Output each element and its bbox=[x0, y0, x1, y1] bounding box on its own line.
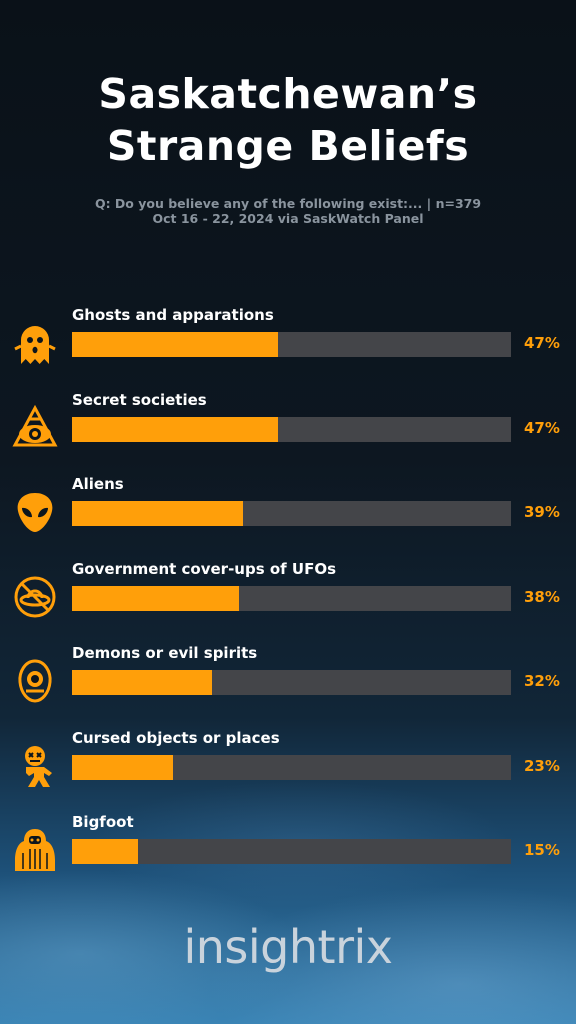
bar-track bbox=[72, 585, 511, 611]
alien-icon bbox=[12, 489, 58, 535]
bar-row: Government cover-ups of UFOs 38% bbox=[0, 560, 576, 634]
bar bbox=[72, 501, 244, 526]
ouija-planchette-icon bbox=[12, 658, 58, 704]
insightrix-logo: insightrix bbox=[183, 920, 394, 974]
ghost-icon bbox=[12, 320, 58, 366]
subtitle-question: Q: Do you believe any of the following e… bbox=[94, 196, 482, 211]
bar-track bbox=[72, 416, 511, 442]
value-label: 47% bbox=[524, 418, 560, 437]
bar bbox=[72, 754, 173, 780]
bar-track bbox=[72, 754, 511, 780]
bar bbox=[72, 585, 239, 611]
category-label: Cursed objects or places bbox=[72, 728, 280, 747]
category-label: Demons or evil spirits bbox=[72, 644, 258, 662]
no-ufo-icon bbox=[12, 574, 58, 620]
bar bbox=[72, 332, 279, 357]
bar-row: Bigfoot 15% bbox=[0, 813, 576, 887]
bar-row: Cursed objects or places 23% bbox=[0, 729, 576, 803]
title-line-1: Saskatchewan’s bbox=[98, 70, 478, 118]
bigfoot-icon bbox=[12, 827, 58, 873]
voodoo-doll-icon bbox=[12, 743, 58, 789]
bar-row: Secret societies 47% bbox=[0, 391, 576, 465]
category-label: Bigfoot bbox=[72, 813, 134, 831]
bar-row: Ghosts and apparations 47% bbox=[0, 306, 576, 380]
bar-track bbox=[72, 839, 511, 864]
bar-row: Demons or evil spirits 32% bbox=[0, 644, 576, 718]
category-label: Government cover-ups of UFOs bbox=[72, 559, 337, 578]
value-label: 47% bbox=[524, 334, 560, 352]
category-label: Secret societies bbox=[72, 390, 207, 409]
category-label: Ghosts and apparations bbox=[72, 306, 274, 324]
category-label: Aliens bbox=[72, 475, 124, 493]
bar-track bbox=[72, 332, 511, 357]
value-label: 38% bbox=[524, 587, 560, 606]
chart-title: Saskatchewan’s Strange Beliefs bbox=[0, 68, 576, 172]
bar bbox=[72, 416, 279, 442]
value-label: 39% bbox=[524, 503, 560, 521]
value-label: 32% bbox=[524, 672, 560, 690]
value-label: 23% bbox=[524, 756, 560, 775]
value-label: 15% bbox=[524, 841, 560, 859]
bar-track bbox=[72, 670, 511, 695]
bar-track bbox=[72, 501, 511, 526]
bar-row: Aliens 39% bbox=[0, 475, 576, 549]
subtitle-date: Oct 16 - 22, 2024 via SaskWatch Panel bbox=[152, 211, 424, 226]
bar bbox=[72, 839, 138, 864]
title-line-2: Strange Beliefs bbox=[106, 122, 470, 170]
chart-subtitle: Q: Do you believe any of the following e… bbox=[0, 196, 576, 226]
all-seeing-eye-icon bbox=[12, 404, 58, 451]
bar bbox=[72, 670, 213, 695]
